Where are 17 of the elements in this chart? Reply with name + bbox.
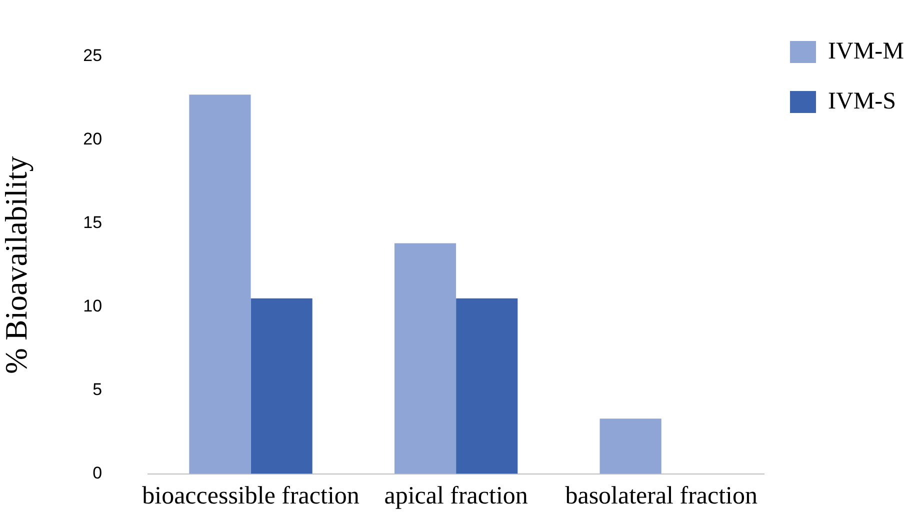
bar — [456, 298, 518, 474]
y-tick-label: 0 — [92, 463, 102, 482]
y-axis-title: % Bioavailability — [0, 156, 34, 374]
y-tick-label: 10 — [83, 296, 102, 316]
x-tick-label: bioaccessible fraction — [142, 482, 360, 510]
y-tick-label: 15 — [83, 212, 102, 232]
bar — [189, 94, 251, 474]
legend-label: IVM-M — [828, 38, 904, 64]
y-tick-label: 20 — [83, 129, 102, 148]
y-tick-label: 5 — [92, 380, 102, 399]
bar — [600, 418, 662, 474]
bar — [250, 298, 312, 474]
legend-label: IVM-S — [828, 88, 896, 114]
y-tick-label: 25 — [83, 46, 102, 65]
x-tick-label: basolateral fraction — [565, 482, 758, 510]
bar — [394, 243, 456, 474]
x-tick-label: apical fraction — [384, 482, 528, 510]
